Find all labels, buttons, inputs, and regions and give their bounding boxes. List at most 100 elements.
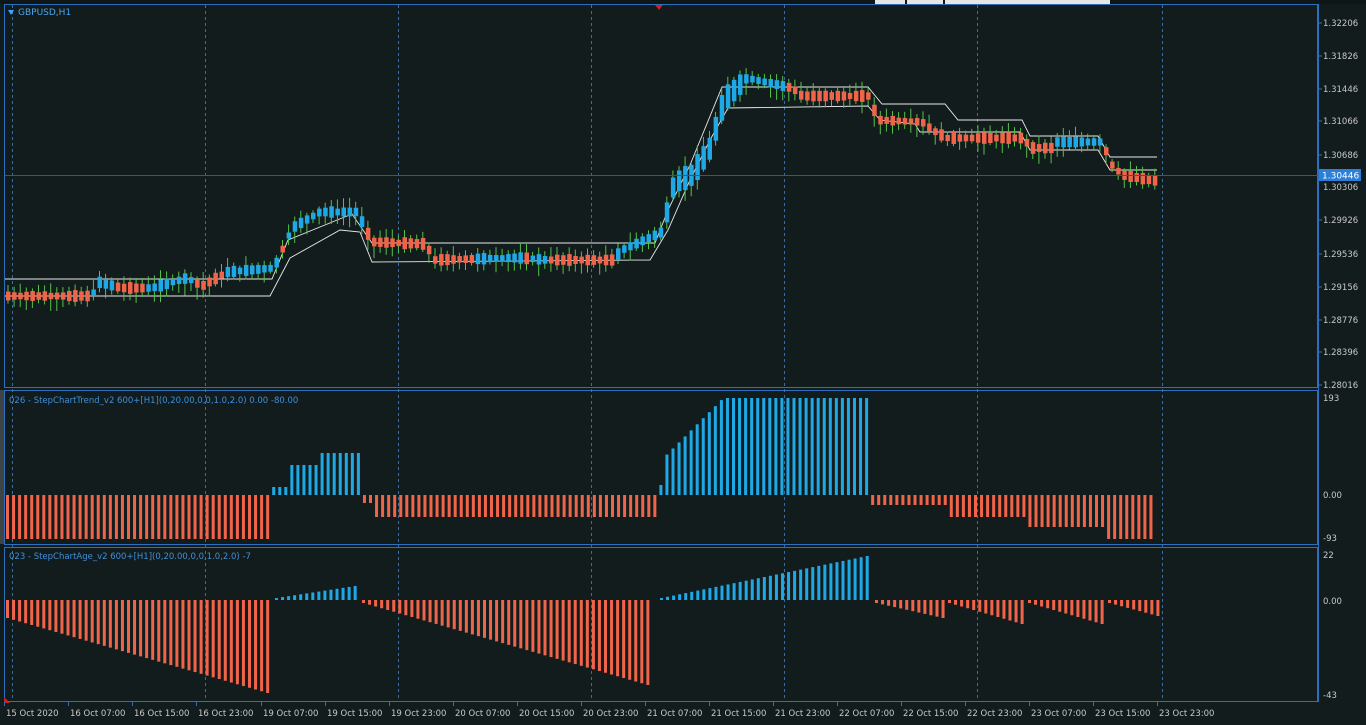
- trend-bar: [133, 495, 137, 539]
- time-label: 16 Oct 07:00: [70, 709, 125, 719]
- age-bar: [464, 600, 468, 633]
- age-bar: [193, 600, 197, 673]
- candle-body: [140, 283, 145, 293]
- candle-body: [1116, 167, 1121, 175]
- candle-body: [390, 238, 395, 248]
- age-bar: [446, 600, 450, 628]
- age-bar: [1126, 600, 1130, 608]
- trend-bar: [120, 495, 124, 539]
- trend-bar: [187, 495, 191, 539]
- candle-body: [1061, 136, 1066, 148]
- trend-bar: [1058, 495, 1062, 527]
- trend-bar: [544, 495, 548, 517]
- trend-bar: [30, 495, 34, 539]
- current-price-badge: [1319, 169, 1361, 181]
- trend-bar: [163, 495, 167, 539]
- top-tab-3[interactable]: [945, 0, 1110, 4]
- age-bar: [762, 577, 766, 600]
- candle-body: [115, 282, 121, 292]
- age-bar: [151, 600, 155, 660]
- trend-bar: [272, 487, 276, 495]
- age-bar: [732, 583, 736, 600]
- age-bar: [175, 600, 179, 667]
- candle-body: [1030, 142, 1036, 154]
- trend-bar: [1028, 495, 1032, 527]
- age-bar: [597, 600, 601, 672]
- age-bar: [1064, 600, 1068, 614]
- trend-bar: [538, 495, 542, 517]
- age-bar: [374, 600, 378, 607]
- left-scroll-strip: [0, 390, 4, 544]
- age-bar: [634, 600, 638, 682]
- trend-bar: [514, 495, 518, 517]
- trend-bar: [689, 430, 693, 495]
- candle-body: [292, 221, 298, 232]
- trend-bar: [1064, 495, 1068, 527]
- age-bar: [720, 585, 724, 600]
- candle-body: [408, 238, 414, 249]
- age-bar: [672, 595, 676, 600]
- age-bar: [702, 589, 706, 600]
- candle-body: [1049, 142, 1054, 154]
- age-bar: [507, 600, 511, 645]
- price-tick-label: 1.32206: [1323, 19, 1358, 29]
- price-axis[interactable]: [1318, 4, 1366, 704]
- candle-body: [1134, 173, 1139, 183]
- age-bar: [1114, 600, 1118, 605]
- candle-body: [799, 90, 804, 100]
- age-bar: [929, 600, 933, 616]
- trend-bar: [992, 495, 996, 517]
- top-tab-2[interactable]: [907, 0, 943, 4]
- trend-bar: [1131, 495, 1135, 539]
- candle-body: [311, 212, 316, 220]
- time-label: 21 Oct 15:00: [711, 709, 766, 719]
- age-bar: [941, 600, 945, 618]
- candle-body: [1006, 132, 1011, 144]
- age-bar: [525, 600, 529, 651]
- age-bar: [579, 600, 583, 666]
- trend-bar: [695, 424, 699, 495]
- age-bar: [66, 600, 70, 636]
- age-bar: [353, 586, 357, 600]
- candle-body: [18, 292, 23, 300]
- top-tab-1[interactable]: [875, 0, 905, 4]
- candle-body: [1000, 132, 1005, 144]
- trend-bar: [254, 495, 258, 539]
- candle-body: [225, 266, 231, 277]
- candle-body: [1146, 175, 1152, 185]
- candle-body: [262, 265, 267, 273]
- trend-bar: [1101, 495, 1105, 527]
- candle-body: [835, 90, 841, 102]
- age-bar: [1132, 600, 1136, 610]
- trend-bar: [205, 495, 209, 539]
- trend-bar: [84, 495, 88, 539]
- price-tick-label: 1.30306: [1323, 183, 1358, 193]
- age-bar: [865, 556, 869, 600]
- age-bar: [585, 600, 589, 668]
- candle-body: [48, 292, 54, 300]
- trend-bar: [483, 495, 487, 517]
- candle-body: [1012, 134, 1017, 142]
- trend-bar: [623, 495, 627, 517]
- trend-bar: [871, 495, 875, 505]
- trend-bar: [617, 495, 621, 517]
- trend-bar: [980, 495, 984, 517]
- trend-bar: [102, 495, 106, 539]
- time-axis[interactable]: 15 Oct 2020 16 Oct 07:00 16 Oct 15:00 16 Oc…: [4, 702, 1215, 719]
- age-bar: [905, 600, 909, 610]
- age-bar: [923, 600, 927, 614]
- trend-bar: [320, 453, 324, 495]
- collapse-icon[interactable]: [8, 10, 14, 15]
- age-bar: [205, 600, 209, 676]
- candle-body: [195, 279, 200, 288]
- age-bar: [1058, 600, 1062, 612]
- shift-marker-icon[interactable]: [655, 5, 663, 10]
- candle-body: [518, 252, 523, 264]
- candle-body: [237, 267, 243, 275]
- age-bar: [60, 600, 64, 634]
- trend-bar: [36, 495, 40, 539]
- candle-body: [481, 253, 487, 265]
- age-bar: [260, 600, 264, 692]
- age-bar: [422, 600, 426, 621]
